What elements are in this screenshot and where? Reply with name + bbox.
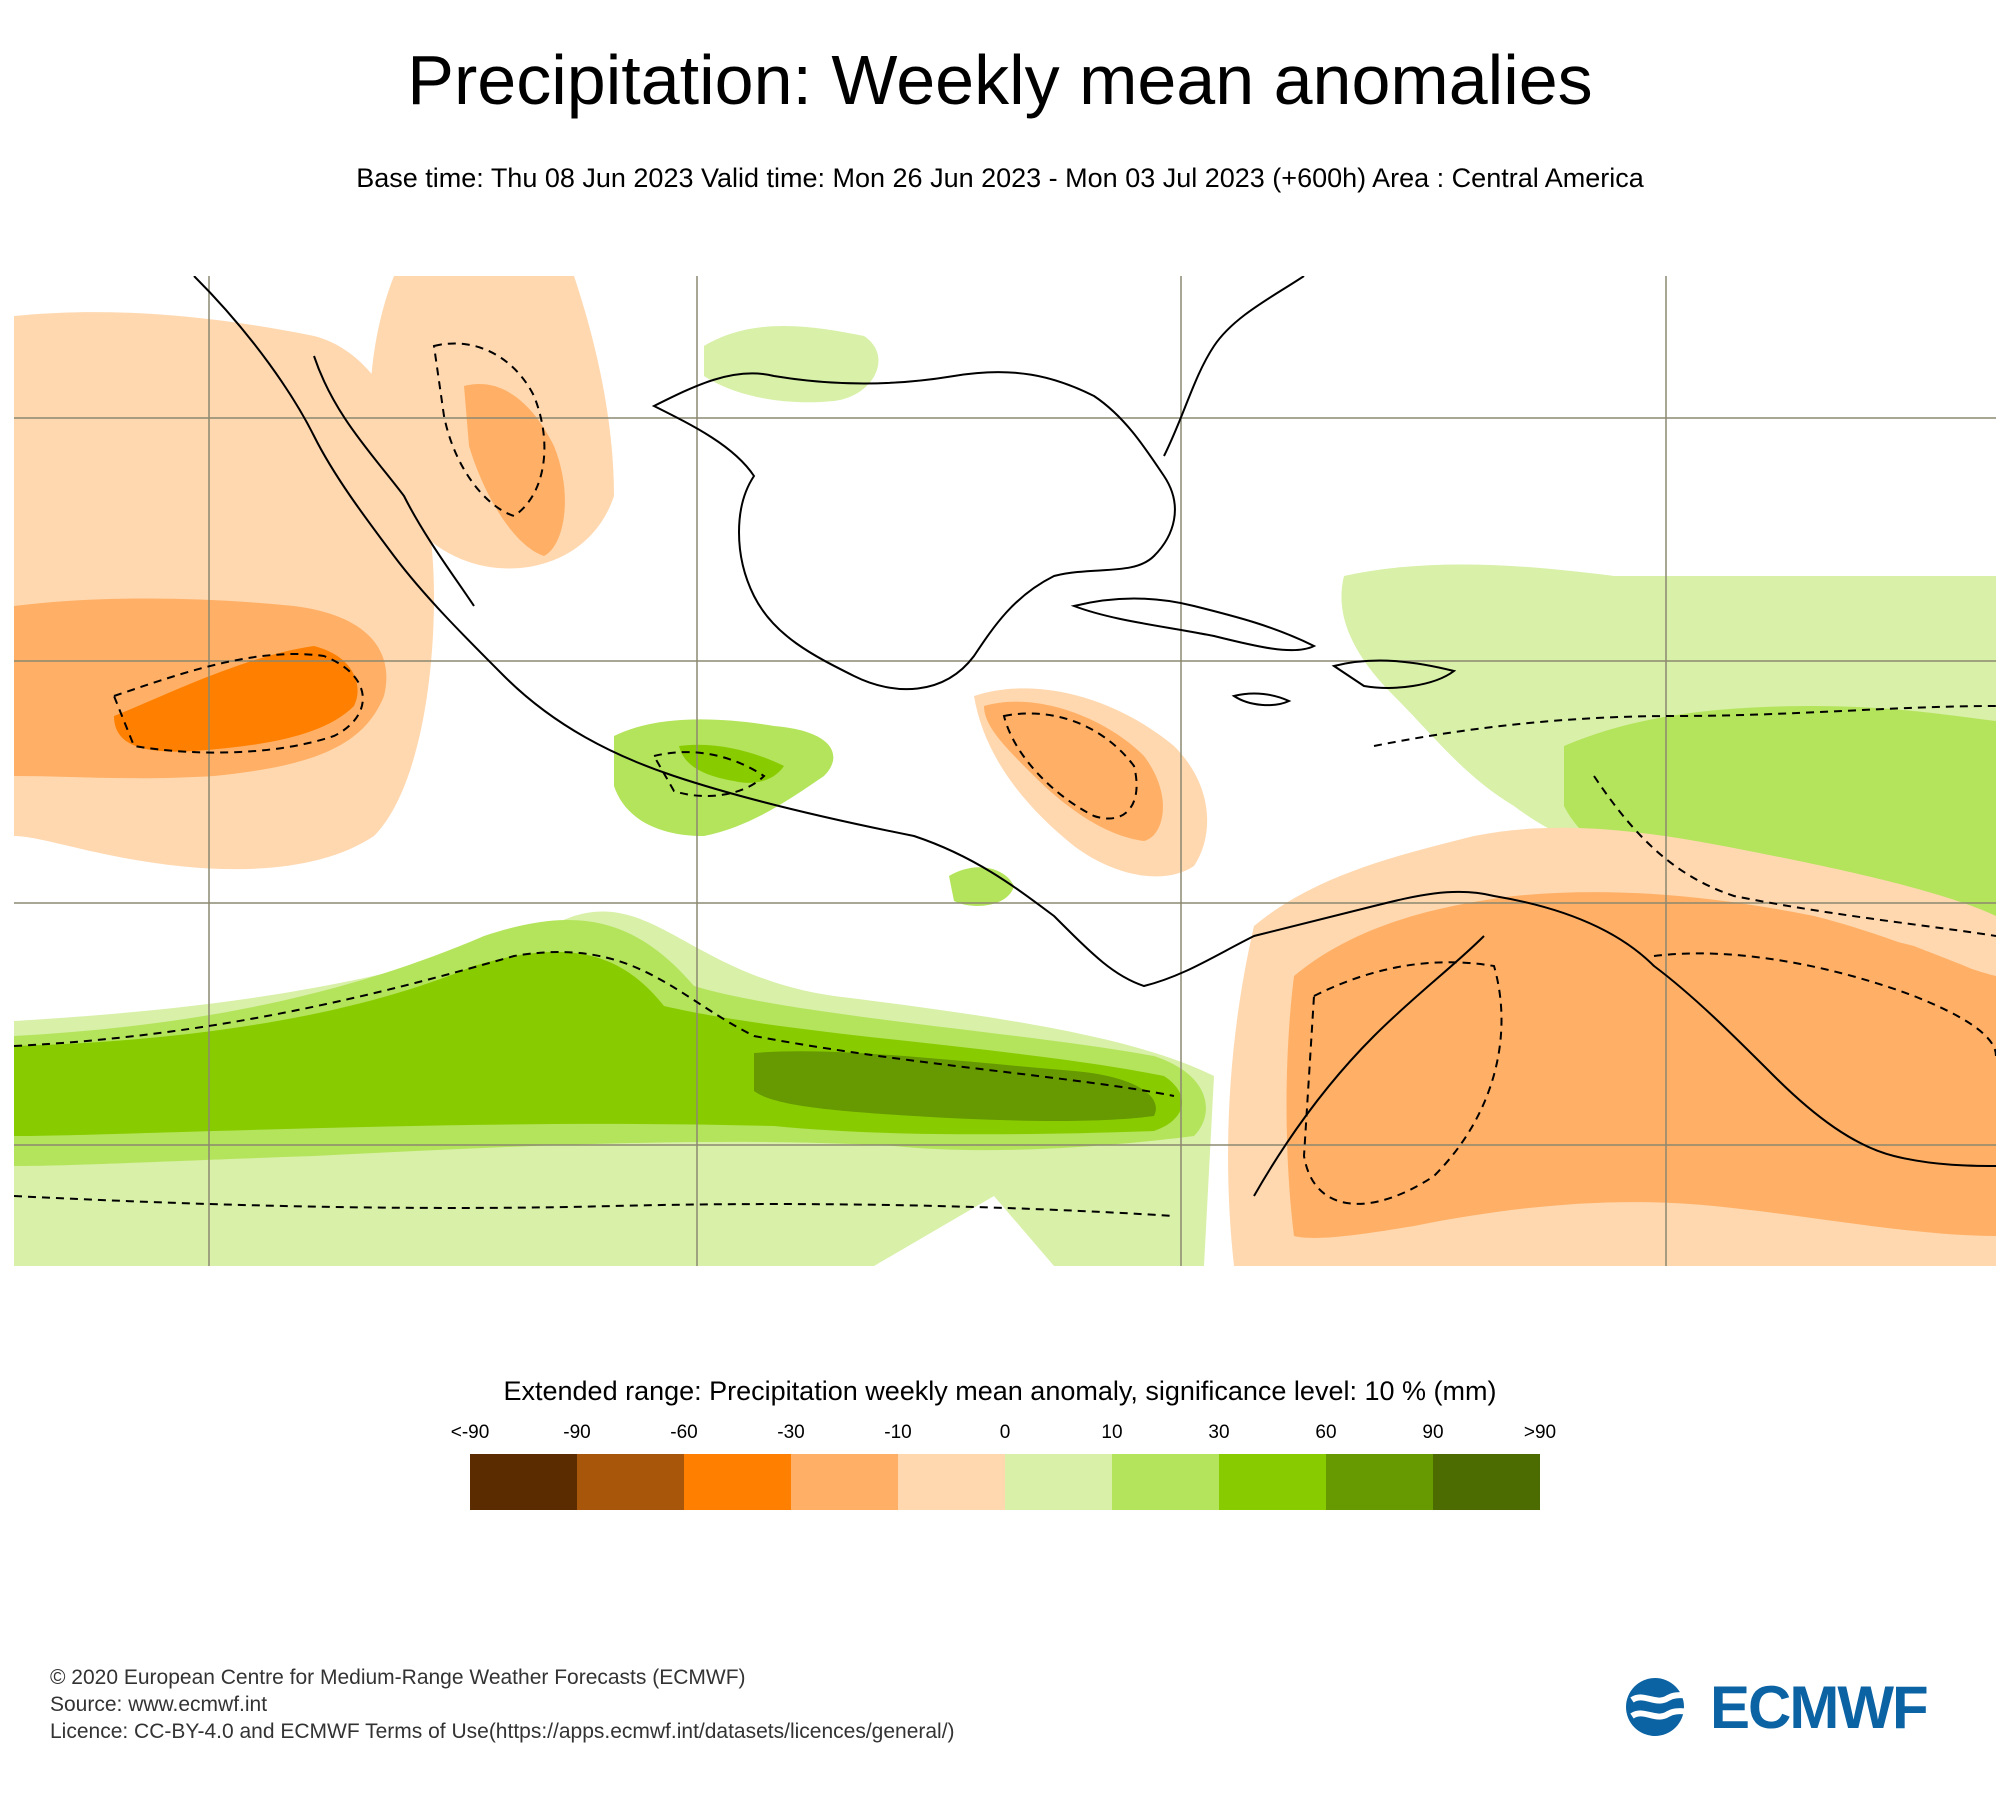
legend-label: <-90 <box>450 1422 490 1443</box>
legend-swatch <box>1219 1454 1326 1510</box>
dry-medium-region-central-america <box>984 701 1163 841</box>
footer: © 2020 European Centre for Medium-Range … <box>50 1664 955 1745</box>
dry-medium-region-mexico <box>464 384 565 556</box>
ecmwf-logo-icon <box>1626 1678 1703 1736</box>
legend-label: -60 <box>670 1422 698 1443</box>
dry-medium-region-atlantic-east <box>1654 913 1996 1176</box>
legend-label: 30 <box>1208 1422 1230 1443</box>
legend-title: Extended range: Precipitation weekly mea… <box>503 1376 1497 1406</box>
ecmwf-logo: ECMWF <box>1624 1672 1964 1742</box>
ecmwf-logo-text: ECMWF <box>1710 1673 1929 1741</box>
chart-title: Precipitation: Weekly mean anomalies <box>407 41 1593 119</box>
legend-swatch <box>898 1454 1005 1510</box>
significance-contours <box>14 342 1996 1217</box>
legend-label: 10 <box>1101 1422 1123 1443</box>
legend-swatch <box>791 1454 898 1510</box>
legend-swatch <box>470 1454 577 1510</box>
legend: <-90 -90 -60 -30 -10 0 10 30 60 90 >90 <box>451 1422 1556 1512</box>
chart-subtitle: Base time: Thu 08 Jun 2023 Valid time: M… <box>356 163 1644 193</box>
map-svg <box>14 276 1996 1266</box>
footer-licence: Licence: CC-BY-4.0 and ECMWF Terms of Us… <box>50 1720 955 1743</box>
coastlines <box>193 276 1996 1197</box>
footer-source: Source: www.ecmwf.int <box>50 1693 268 1716</box>
legend-label: >90 <box>1523 1422 1557 1443</box>
legend-labels: <-90 -90 -60 -30 -10 0 10 30 60 90 >90 <box>451 1422 1556 1448</box>
anomaly-map <box>14 276 1996 1266</box>
legend-label: 0 <box>999 1422 1011 1443</box>
legend-label: -10 <box>884 1422 912 1443</box>
legend-swatch <box>577 1454 684 1510</box>
legend-swatch <box>1433 1454 1540 1510</box>
wet-very-region-south-pacific <box>754 1051 1156 1121</box>
legend-swatch <box>1112 1454 1219 1510</box>
dry-strong-region-west-pacific <box>114 646 358 752</box>
legend-label: -90 <box>563 1422 591 1443</box>
legend-label: 60 <box>1315 1422 1337 1443</box>
legend-label: -30 <box>777 1422 805 1443</box>
legend-swatch <box>1005 1454 1112 1510</box>
legend-label: 90 <box>1422 1422 1444 1443</box>
graticule <box>14 276 1996 1266</box>
footer-copyright: © 2020 European Centre for Medium-Range … <box>50 1666 746 1689</box>
legend-swatch <box>684 1454 791 1510</box>
legend-swatch <box>1326 1454 1433 1510</box>
legend-colorbar <box>470 1454 1540 1510</box>
wet-strong-region-mexico-pacific <box>679 744 784 783</box>
